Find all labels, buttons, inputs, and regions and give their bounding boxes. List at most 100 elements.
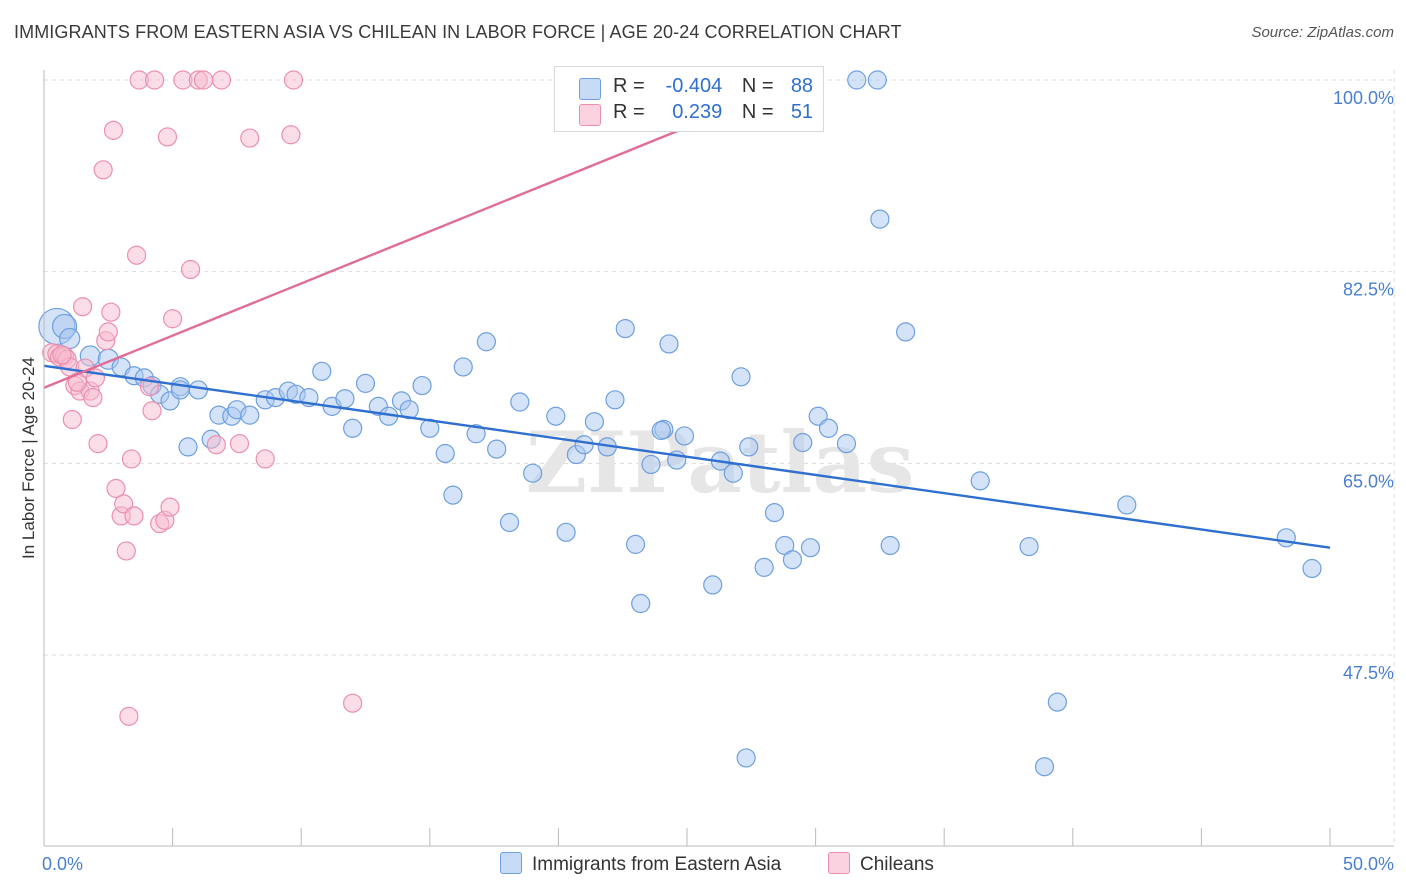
data-point (443, 485, 463, 505)
data-point (343, 693, 363, 713)
legend-r-label: R = (613, 75, 645, 97)
data-point (1034, 757, 1055, 777)
data-point (255, 449, 275, 469)
series-chileans (42, 70, 363, 726)
data-point (240, 405, 260, 425)
y-tick-label: 100.0% (1333, 88, 1394, 108)
data-point (124, 506, 144, 526)
data-point (1047, 692, 1067, 712)
data-point (142, 401, 162, 421)
legend-n-value: 88 (790, 75, 814, 97)
data-point (625, 534, 646, 554)
data-point (574, 435, 594, 455)
correlation-legend: R = -0.404 N = 88 R = 0.239 N = 51 (554, 66, 824, 132)
data-point (659, 334, 679, 354)
data-point (793, 432, 813, 453)
data-point (523, 463, 543, 483)
data-point (546, 406, 566, 426)
data-point (584, 412, 605, 432)
data-point (631, 593, 651, 614)
source-label: Source: ZipAtlas.com (1251, 24, 1394, 41)
data-point (281, 125, 301, 145)
data-point (106, 478, 126, 499)
legend-label-chileans: Chileans (860, 854, 934, 875)
axes: 100.0% 82.5% 65.0% 47.5% 0.0% 50.0% (42, 70, 1394, 874)
data-point (556, 522, 576, 542)
data-point (510, 392, 530, 412)
data-point (754, 557, 774, 577)
data-point (83, 388, 103, 408)
data-point (240, 128, 260, 148)
data-point (103, 120, 124, 140)
data-point (119, 706, 139, 726)
data-point (206, 435, 226, 455)
data-point (1302, 558, 1322, 579)
data-point (181, 259, 201, 280)
data-point (453, 357, 473, 377)
data-point (355, 373, 376, 393)
legend-item-eastern-asia: Immigrants from Eastern Asia (500, 852, 781, 876)
data-point (466, 424, 486, 444)
legend-r-value: -0.404 (665, 75, 723, 97)
legend-n-label: N = (741, 101, 774, 123)
legend-swatch-blue (500, 852, 522, 874)
data-point (476, 332, 496, 352)
legend-n-value: 51 (790, 101, 814, 123)
data-point (52, 345, 72, 365)
data-point (412, 375, 432, 396)
data-point (499, 512, 520, 533)
data-point (335, 389, 355, 409)
data-point (487, 439, 507, 459)
data-point (674, 426, 695, 446)
data-point (88, 434, 108, 454)
data-point (163, 309, 183, 329)
trend-line (43, 125, 688, 389)
data-point (160, 497, 180, 517)
data-point (970, 471, 990, 491)
legend-swatch-pink (579, 104, 601, 126)
data-point (229, 434, 250, 454)
data-point (178, 437, 198, 457)
data-point (723, 463, 743, 483)
data-point (101, 302, 121, 322)
data-point (98, 322, 118, 342)
y-tick-label: 82.5% (1343, 280, 1394, 300)
y-tick-label: 65.0% (1343, 471, 1394, 491)
data-point (896, 322, 916, 342)
data-point (93, 160, 113, 180)
legend-swatch-blue (579, 78, 601, 100)
data-point (703, 575, 723, 595)
legend-n-label: N = (741, 75, 774, 97)
data-point (641, 454, 661, 475)
data-point (800, 538, 821, 558)
series-eastern-asia (38, 70, 1322, 777)
data-point (880, 535, 900, 556)
data-point (867, 70, 887, 90)
data-point (343, 418, 363, 438)
legend-label-eastern-asia: Immigrants from Eastern Asia (532, 854, 782, 875)
y-tick-label: 47.5% (1343, 663, 1394, 683)
data-point (193, 70, 214, 90)
legend-swatch-pink (828, 852, 850, 874)
data-point (211, 70, 232, 90)
x-tick-label: 50.0% (1343, 854, 1394, 874)
data-point (283, 70, 304, 90)
legend-r-value: 0.239 (672, 101, 723, 123)
data-point (615, 319, 635, 339)
legend-item-chileans: Chileans (828, 852, 934, 876)
data-point (157, 127, 178, 147)
data-point (847, 70, 867, 90)
data-point (1117, 495, 1137, 515)
data-point (116, 541, 136, 561)
data-point (188, 380, 208, 400)
data-point (731, 367, 751, 387)
data-point (62, 409, 82, 430)
data-point (818, 418, 839, 438)
data-point (870, 209, 890, 229)
data-point (736, 748, 756, 768)
data-point (782, 550, 803, 570)
y-axis-label: In Labor Force | Age 20-24 (19, 357, 38, 559)
legend-r-label: R = (613, 101, 645, 123)
data-point (1019, 536, 1039, 557)
